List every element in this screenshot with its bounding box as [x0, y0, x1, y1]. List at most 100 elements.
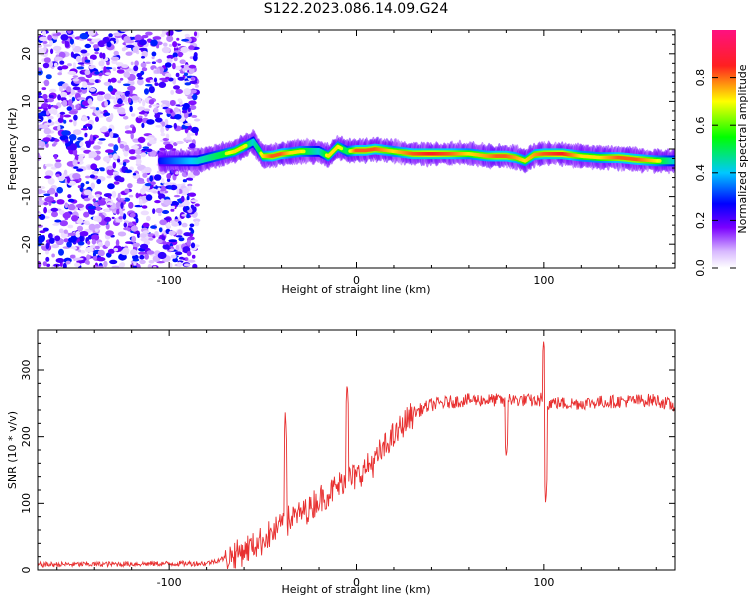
- noise-speckle: [98, 212, 103, 217]
- noise-speckle: [182, 200, 190, 207]
- noise-speckle: [45, 196, 54, 202]
- noise-speckle: [185, 136, 192, 141]
- noise-speckle: [72, 86, 81, 91]
- noise-speckle: [134, 34, 142, 42]
- noise-speckle: [174, 251, 183, 256]
- noise-speckle: [57, 94, 62, 101]
- noise-speckle: [161, 210, 170, 214]
- noise-speckle: [89, 174, 95, 179]
- noise-speckle: [135, 192, 140, 199]
- noise-speckle: [186, 250, 192, 257]
- noise-speckle: [168, 230, 176, 236]
- noise-speckle: [193, 31, 198, 37]
- noise-speckle: [102, 156, 111, 162]
- noise-speckle: [182, 102, 190, 110]
- noise-speckle: [38, 67, 42, 71]
- noise-speckle: [67, 63, 72, 67]
- noise-speckle: [108, 33, 113, 38]
- noise-speckle: [95, 107, 100, 111]
- noise-speckle: [192, 263, 198, 268]
- spectrogram-x-tick-label: 100: [533, 274, 554, 287]
- noise-speckle: [83, 197, 91, 202]
- noise-speckle: [176, 37, 180, 41]
- noise-speckle: [169, 248, 175, 252]
- noise-speckle: [39, 230, 46, 234]
- noise-speckle: [168, 44, 173, 47]
- noise-speckle: [137, 77, 144, 80]
- noise-speckle: [193, 118, 201, 122]
- noise-speckle: [183, 263, 191, 267]
- noise-speckle: [151, 56, 155, 60]
- noise-speckle: [46, 263, 51, 267]
- noise-speckle: [108, 154, 113, 159]
- noise-speckle: [181, 38, 190, 42]
- noise-speckle: [160, 100, 170, 104]
- noise-speckle: [132, 254, 139, 260]
- noise-speckle: [67, 232, 76, 236]
- noise-speckle: [136, 181, 146, 184]
- noise-speckle: [175, 72, 180, 78]
- noise-speckle: [61, 40, 66, 44]
- noise-speckle: [189, 223, 195, 228]
- noise-speckle: [173, 56, 178, 62]
- noise-speckle: [170, 254, 177, 259]
- noise-speckle: [63, 169, 68, 175]
- noise-speckle: [88, 65, 95, 70]
- noise-speckle: [141, 205, 148, 209]
- noise-speckle: [48, 187, 56, 195]
- noise-speckle: [54, 235, 61, 242]
- noise-speckle: [67, 71, 77, 75]
- noise-speckle: [154, 200, 161, 204]
- noise-speckle: [126, 39, 135, 44]
- noise-speckle: [129, 105, 133, 113]
- noise-speckle: [44, 122, 52, 126]
- ridge-core: [302, 149, 306, 154]
- noise-speckle: [135, 158, 142, 165]
- noise-speckle: [175, 235, 183, 238]
- noise-speckle: [87, 240, 91, 245]
- snr-x-tick-label: 0: [353, 576, 360, 589]
- noise-speckle: [188, 67, 195, 74]
- noise-speckle: [155, 124, 164, 128]
- noise-speckle: [73, 119, 77, 127]
- noise-speckle: [144, 88, 149, 95]
- noise-speckle: [76, 218, 84, 225]
- noise-speckle: [66, 106, 73, 111]
- noise-speckle: [129, 81, 135, 85]
- colorbar-ticks: 0.0 0.2 0.4 0.6 0.8: [694, 69, 736, 277]
- noise-speckle: [111, 216, 115, 220]
- noise-speckle: [141, 200, 146, 204]
- noise-speckle: [170, 208, 175, 212]
- noise-speckle: [66, 86, 72, 93]
- noise-speckle: [52, 45, 62, 52]
- noise-speckle: [141, 56, 145, 59]
- noise-speckle: [94, 51, 99, 55]
- noise-speckle: [94, 224, 101, 229]
- noise-speckle: [187, 259, 196, 263]
- noise-speckle: [95, 79, 99, 83]
- noise-speckle: [43, 206, 47, 214]
- noise-speckle: [113, 98, 118, 105]
- spectrogram-y-tick-label: -20: [20, 235, 33, 253]
- noise-speckle: [54, 138, 60, 142]
- noise-speckle: [163, 182, 170, 186]
- noise-speckle: [99, 127, 108, 133]
- noise-speckle: [174, 65, 182, 71]
- noise-speckle: [42, 227, 49, 232]
- noise-speckle: [107, 248, 115, 254]
- noise-speckle: [84, 69, 91, 76]
- noise-speckle: [173, 85, 180, 90]
- noise-speckle: [106, 61, 110, 66]
- noise-speckle: [143, 108, 151, 112]
- noise-speckle: [42, 261, 47, 267]
- noise-speckle: [80, 182, 85, 188]
- noise-speckle: [141, 122, 145, 129]
- noise-speckle: [148, 86, 155, 94]
- noise-speckle: [52, 108, 58, 116]
- noise-speckle: [83, 220, 87, 224]
- noise-speckle: [81, 128, 89, 131]
- noise-speckle: [139, 233, 147, 238]
- noise-speckle: [145, 61, 151, 64]
- noise-speckle: [75, 55, 82, 63]
- noise-speckle: [174, 114, 182, 120]
